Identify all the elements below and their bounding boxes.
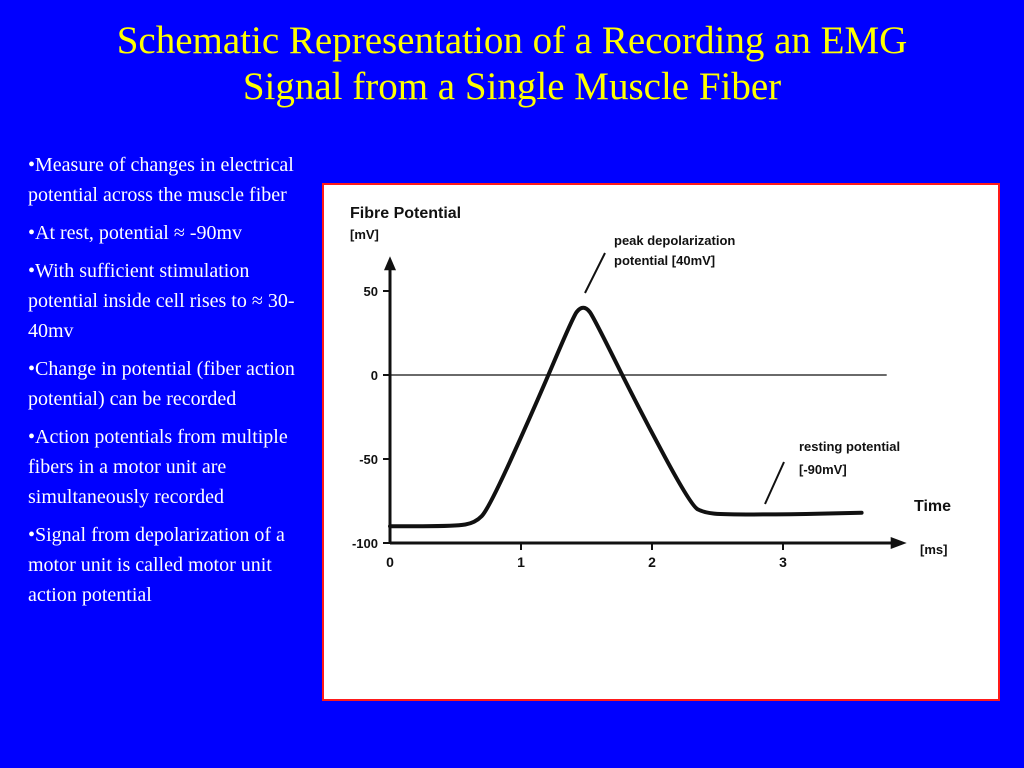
bullet-item: •At rest, potential ≈ -90mv bbox=[28, 222, 243, 244]
title-line-2: Signal from a Single Muscle Fiber bbox=[242, 65, 782, 108]
x-axis-label: Time bbox=[914, 498, 951, 515]
x-tick-label: 0 bbox=[386, 554, 394, 570]
annotation-rest-pointer bbox=[764, 461, 785, 505]
bullet-item: •Signal from depolarization of a motor u… bbox=[28, 524, 285, 606]
bullet-item: •Measure of changes in electrical potent… bbox=[28, 154, 294, 206]
annotation-peak-line-1: peak depolarization bbox=[614, 233, 735, 248]
bullet-item: •With sufficient stimulation potential i… bbox=[28, 260, 295, 342]
annotation-peak-pointer bbox=[584, 252, 606, 294]
y-axis-label: Fibre Potential bbox=[350, 205, 461, 222]
y-axis-arrow bbox=[384, 256, 396, 271]
y-tick-label: 0 bbox=[371, 368, 378, 383]
annotation-rest-line-2: [-90mV] bbox=[799, 462, 847, 477]
action-potential-line bbox=[388, 305, 864, 529]
emg-chart: Fibre Potential [mV] Time [ms] peak depo… bbox=[350, 205, 951, 570]
annotation-rest-line-1: resting potential bbox=[799, 439, 900, 454]
y-axis-unit: [mV] bbox=[350, 227, 379, 242]
x-tick-label: 1 bbox=[517, 554, 525, 570]
bullet-list: •Measure of changes in electrical potent… bbox=[28, 150, 323, 618]
slide-title: Schematic Representation of a Recording … bbox=[0, 18, 1024, 110]
bullet-item: •Change in potential (fiber action poten… bbox=[28, 358, 295, 410]
bullet-item: •Action potentials from multiple fibers … bbox=[28, 426, 288, 508]
y-tick-label: -50 bbox=[359, 452, 378, 467]
y-tick-label: -100 bbox=[352, 536, 378, 551]
chart-frame: Fibre Potential [mV] Time [ms] peak depo… bbox=[322, 183, 1000, 701]
x-axis-arrow bbox=[890, 537, 907, 549]
x-axis-unit: [ms] bbox=[920, 542, 947, 557]
annotation-peak-line-2: potential [40mV] bbox=[614, 253, 715, 268]
x-tick-label: 2 bbox=[648, 554, 656, 570]
title-line-1: Schematic Representation of a Recording … bbox=[116, 19, 908, 62]
y-tick-label: 50 bbox=[364, 284, 378, 299]
plot-area: 50 0 -50 -100 0 1 2 3 bbox=[352, 256, 907, 570]
x-tick-label: 3 bbox=[779, 554, 787, 570]
